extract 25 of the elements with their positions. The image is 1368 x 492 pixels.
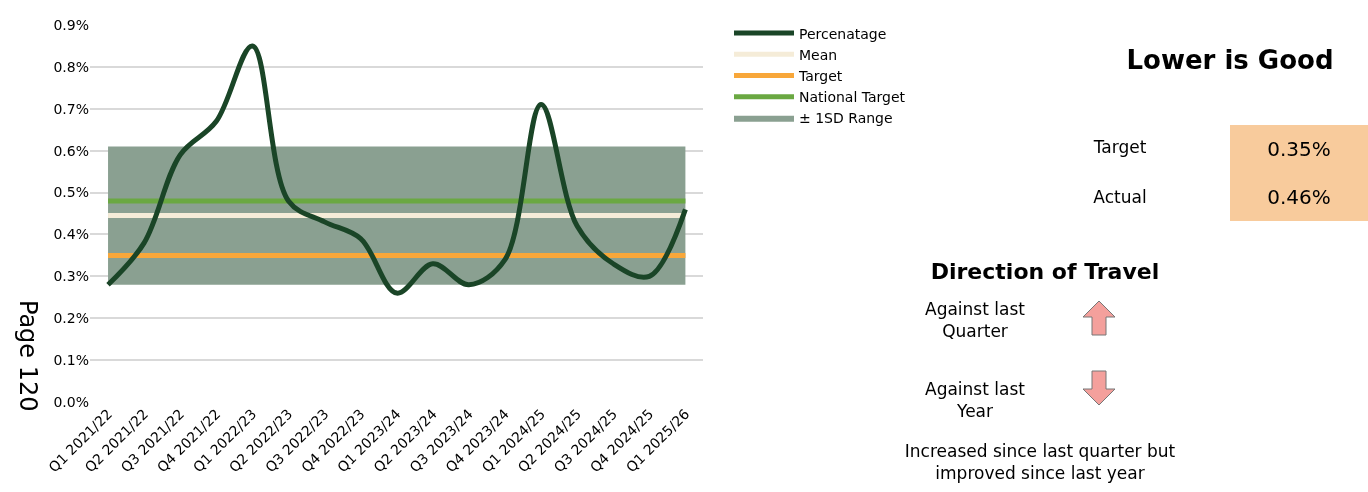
y-tick-label: 0.1% xyxy=(53,352,89,369)
text: Against last Quarter xyxy=(924,298,1026,343)
text: Against last Year xyxy=(924,378,1026,423)
text: Direction of Travel xyxy=(929,258,1161,286)
legend-label: ± 1SD Range xyxy=(799,110,893,127)
legend-label: Target xyxy=(798,67,843,84)
y-tick-label: 0.0% xyxy=(53,393,89,410)
y-tick-label: 0.8% xyxy=(53,58,89,75)
text: Actual xyxy=(1092,186,1148,209)
y-tick-label: 0.9% xyxy=(53,16,89,33)
y-tick-label: 0.3% xyxy=(53,268,89,285)
text: Page 120 xyxy=(13,300,44,412)
y-tick-label: 0.2% xyxy=(53,310,89,327)
legend-label: National Target xyxy=(799,89,906,106)
y-tick-label: 0.4% xyxy=(53,226,89,243)
text: Lower is Good xyxy=(1125,44,1335,77)
y-tick-label: 0.7% xyxy=(53,100,89,117)
text: Increased since last quarter but improved since last year xyxy=(903,440,1177,485)
y-tick-label: 0.6% xyxy=(53,142,89,159)
legend-label: Percenatage xyxy=(799,25,887,42)
text: Target xyxy=(1092,136,1148,159)
y-tick-label: 0.5% xyxy=(53,184,89,201)
legend-label: Mean xyxy=(799,46,838,63)
text: 0.35% xyxy=(1230,125,1368,173)
text: 0.46% xyxy=(1230,173,1368,221)
